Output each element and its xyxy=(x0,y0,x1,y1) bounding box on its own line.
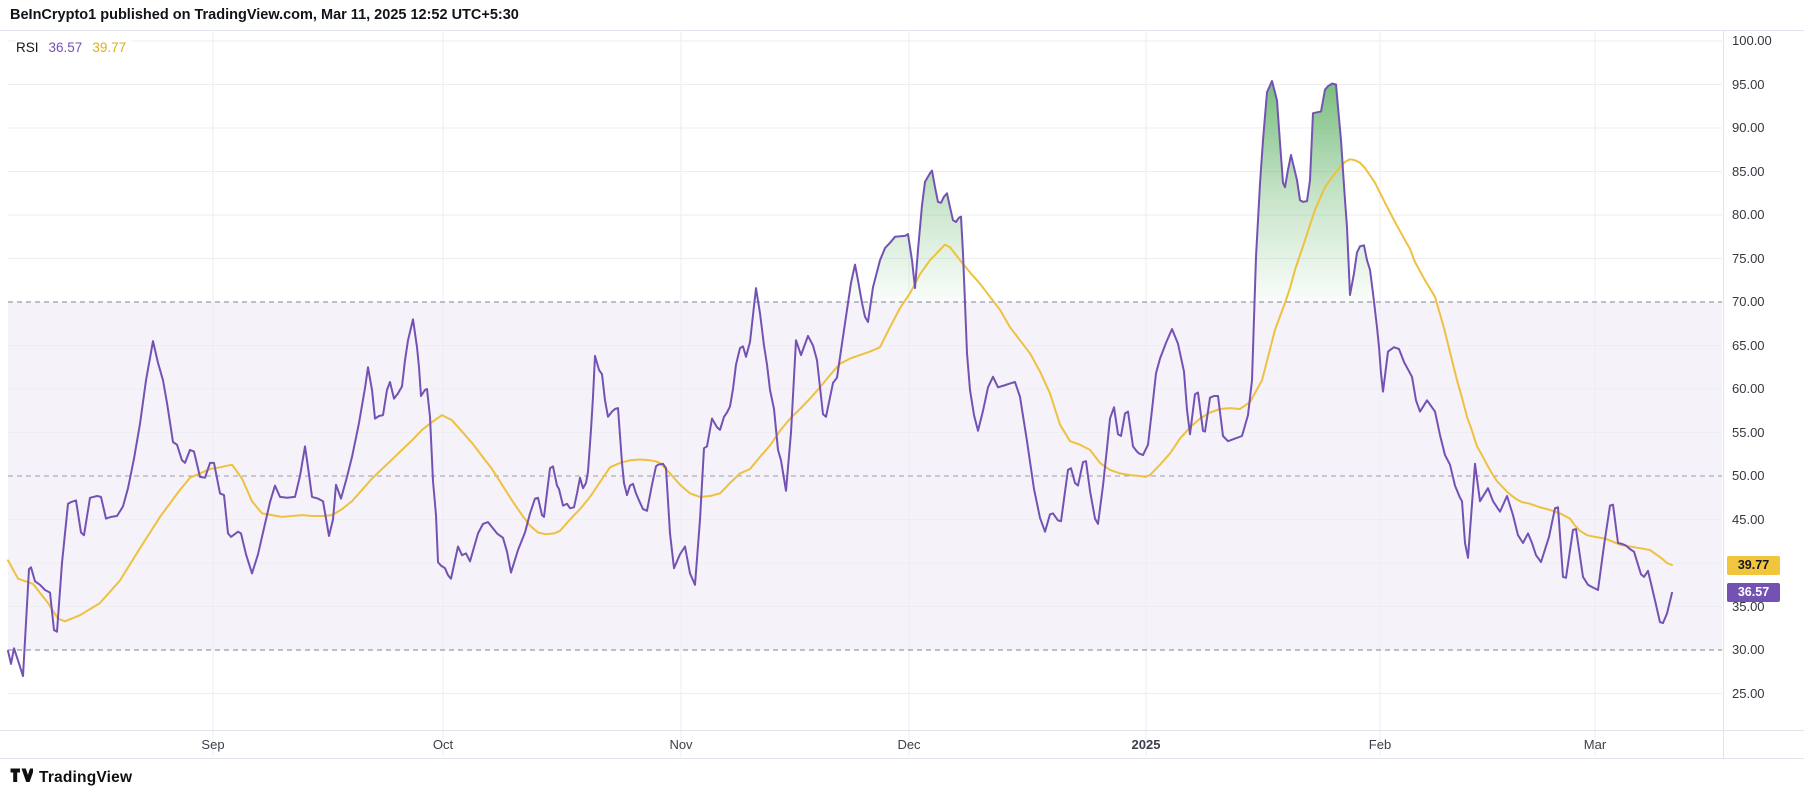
price-scale-label: 70.00 xyxy=(1732,294,1765,309)
time-scale-top-border xyxy=(0,730,1804,731)
page-title: BeInCrypto1 published on TradingView.com… xyxy=(10,7,519,23)
indicator-legend[interactable]: RSI 36.57 39.77 xyxy=(16,38,133,57)
rsi-line[interactable] xyxy=(7,80,1673,678)
legend-ma-value: 39.77 xyxy=(92,40,127,55)
price-scale-label: 45.00 xyxy=(1732,512,1765,527)
price-scale-label: 25.00 xyxy=(1732,686,1765,701)
price-scale-label: 75.00 xyxy=(1732,251,1765,266)
price-scale-label: 35.00 xyxy=(1732,599,1765,614)
tradingview-branding[interactable]: TradingView xyxy=(10,768,132,788)
vertical-gridlines xyxy=(212,30,1596,757)
overbought-green-fill xyxy=(754,81,1374,302)
price-scale-label: 80.00 xyxy=(1732,207,1765,222)
price-scale-label: 55.00 xyxy=(1732,425,1765,440)
overbought-oversold-lines xyxy=(8,301,1722,651)
indicator-name-label: RSI xyxy=(16,40,39,55)
time-scale-label-oct: Oct xyxy=(432,737,454,752)
price-badge-rsi: 36.57 xyxy=(1727,583,1780,602)
price-scale-label: 60.00 xyxy=(1732,381,1765,396)
price-scale-label: 90.00 xyxy=(1732,120,1765,135)
price-scale-label: 95.00 xyxy=(1732,77,1765,92)
time-scale-label-nov: Nov xyxy=(669,737,693,752)
price-badge-ma: 39.77 xyxy=(1727,556,1780,575)
time-scale-bottom-border xyxy=(0,758,1804,759)
price-scale-label: 100.00 xyxy=(1732,33,1772,48)
time-scale-label-mar: Mar xyxy=(1583,737,1607,752)
legend-rsi-value: 36.57 xyxy=(48,40,83,55)
time-scale-label-dec: Dec xyxy=(897,737,921,752)
time-scale-label-sep: Sep xyxy=(201,737,225,752)
price-scale-label: 65.00 xyxy=(1732,338,1765,353)
price-scale-label: 50.00 xyxy=(1732,468,1765,483)
time-scale-label-feb: Feb xyxy=(1368,737,1392,752)
price-scale-label: 30.00 xyxy=(1732,642,1765,657)
horizontal-gridlines xyxy=(8,40,1722,694)
rsi-ma-line[interactable] xyxy=(7,158,1673,623)
tradingview-wordmark: TradingView xyxy=(39,769,133,786)
price-scale-border xyxy=(1723,30,1724,759)
tradingview-logo-icon xyxy=(10,768,35,788)
pane-top-border xyxy=(0,30,1804,31)
time-scale-label-2025: 2025 xyxy=(1131,737,1161,752)
price-scale-label: 85.00 xyxy=(1732,164,1765,179)
